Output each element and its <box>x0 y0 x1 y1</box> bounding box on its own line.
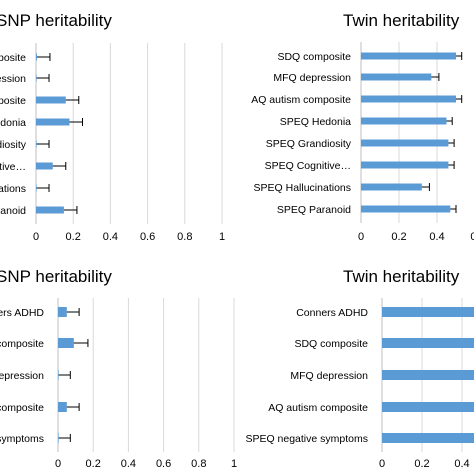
x-tick-label: 0.2 <box>391 231 406 243</box>
chart-panel-2: Twin heritability 0 0.2 0.4 0. SDQ composite M… <box>251 11 474 243</box>
x-tick-label: 0.6 <box>140 231 155 243</box>
bar <box>361 161 449 169</box>
bar <box>36 53 37 61</box>
x-tick-label: 0.4 <box>429 231 444 243</box>
category-label: AQ autism composite <box>251 94 351 106</box>
category-label: SPEQ Hallucinations <box>0 183 26 195</box>
category-label: Conners ADHD <box>0 307 44 319</box>
x-tick-label: 0.4 <box>454 458 469 470</box>
category-label: SPEQ Paranoid <box>277 204 351 216</box>
bar <box>36 74 37 82</box>
bar <box>361 205 451 213</box>
category-label: SDQ composite <box>294 338 368 350</box>
chart-title: Twin heritability <box>343 11 460 30</box>
category-label: SPEQ Cognitive… <box>0 161 26 173</box>
bar <box>382 307 474 317</box>
x-tick-label: 0.4 <box>103 231 118 243</box>
category-label: SPEQ Hedonia <box>0 117 26 129</box>
bar <box>36 162 53 170</box>
category-label: Conners ADHD <box>296 307 368 319</box>
category-label: SPEQ negative symptoms <box>0 433 44 445</box>
bar <box>382 433 474 443</box>
x-tick-label: 0 <box>55 458 61 470</box>
bar <box>361 139 449 147</box>
bar <box>58 433 59 443</box>
x-tick-label: 0.8 <box>191 458 206 470</box>
bar <box>36 96 66 104</box>
bar <box>36 118 70 126</box>
bar <box>382 338 474 348</box>
x-tick-label: 0.2 <box>66 231 81 243</box>
category-label: MFQ depression <box>0 73 26 85</box>
x-tick-label: 0. <box>470 231 474 243</box>
category-label: SPEQ Paranoid <box>0 205 26 217</box>
category-label: SPEQ Hallucinations <box>254 182 351 194</box>
bar <box>36 206 64 214</box>
category-label: SDQ composite <box>0 52 26 64</box>
category-label: SDQ composite <box>0 338 44 350</box>
category-label: AQ autism composite <box>0 95 26 107</box>
x-tick-label: 0.2 <box>86 458 101 470</box>
category-label: SPEQ Cognitive… <box>265 160 351 172</box>
category-label: MFQ depression <box>290 370 368 382</box>
chart-panel-4: Twin heritability 0 0.2 0.4 Conners ADHD SDQ … <box>245 267 474 470</box>
category-label: SDQ composite <box>277 51 351 63</box>
bar <box>58 307 67 317</box>
category-label: SPEQ Grandiosity <box>0 139 27 151</box>
bar <box>36 184 37 192</box>
chart-panel-1: SNP heritability 0 0.2 0.4 0.6 0.8 1 SDQ compos… <box>0 11 225 243</box>
category-label: AQ autism composite <box>0 402 44 414</box>
category-label: MFQ depression <box>273 72 351 84</box>
x-tick-label: 0 <box>33 231 39 243</box>
bar <box>58 402 67 412</box>
bar <box>58 370 59 380</box>
bar <box>382 402 474 412</box>
bar <box>36 140 37 148</box>
bar <box>361 95 456 103</box>
chart-title: SNP heritability <box>0 11 112 30</box>
bar <box>361 183 422 191</box>
bar <box>361 117 447 125</box>
x-tick-label: 0 <box>379 458 385 470</box>
category-label: SPEQ Grandiosity <box>266 138 352 150</box>
chart-title: SNP heritability <box>0 267 112 286</box>
x-tick-label: 0.8 <box>177 231 192 243</box>
chart-panel-3: SNP heritability 0 0.2 0.4 0.6 0.8 1 Conners AD… <box>0 267 237 470</box>
bar <box>361 73 432 81</box>
category-label: SPEQ Hedonia <box>280 116 351 128</box>
x-tick-label: 0.6 <box>156 458 171 470</box>
bar <box>382 370 474 380</box>
category-label: MFQ depression <box>0 370 44 382</box>
chart-title: Twin heritability <box>343 267 460 286</box>
x-tick-label: 0.2 <box>414 458 429 470</box>
x-tick-label: 0.4 <box>121 458 136 470</box>
x-tick-label: 0 <box>358 231 364 243</box>
bar <box>361 52 456 60</box>
category-label: AQ autism composite <box>268 402 368 414</box>
category-label: SPEQ negative symptoms <box>245 433 368 445</box>
bar <box>58 338 74 348</box>
x-tick-label: 1 <box>231 458 237 470</box>
x-tick-label: 1 <box>219 231 225 243</box>
